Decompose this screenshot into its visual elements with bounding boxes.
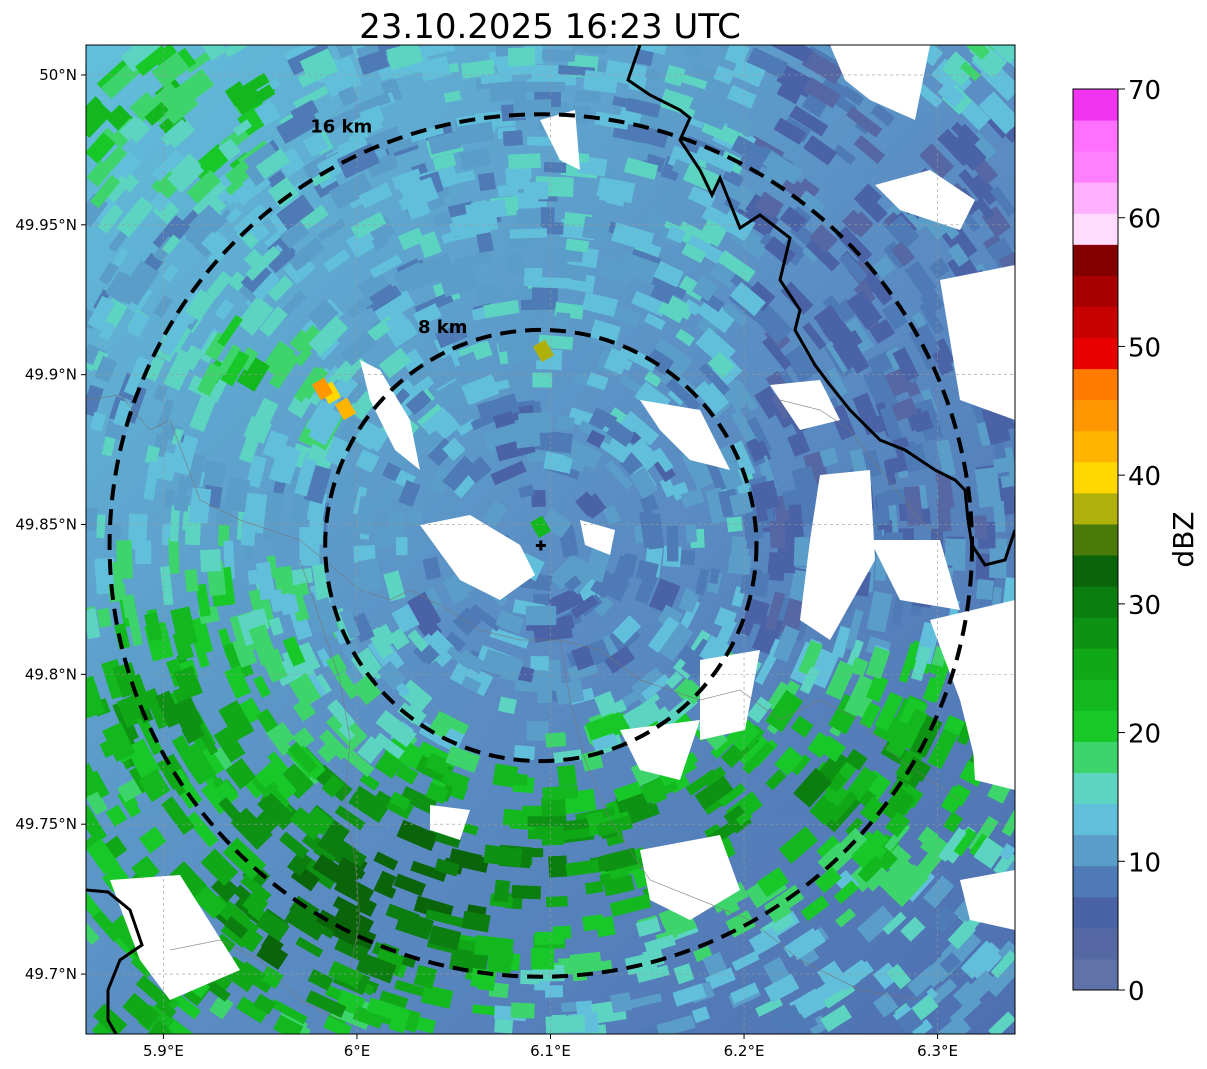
colorbar-bin [1073,182,1118,214]
colorbar-bin [1073,927,1118,960]
colorbar-tick-label: 70 [1128,76,1161,106]
range-rings: 8 km 16 km [107,112,975,979]
reflectivity-field [86,45,1015,1034]
colorbar-tick-label: 20 [1128,720,1161,750]
colorbar-bin [1073,306,1118,339]
longitude-tick-labels: 5.9°E 6°E 6.1°E 6.2°E 6.3°E [143,1034,958,1060]
lon-tick-label: 5.9°E [143,1042,184,1060]
lon-tick-label: 6°E [344,1042,371,1060]
colorbar-tick-label: 50 [1128,333,1161,363]
national-border-southwest [86,888,144,1034]
colorbar-bin [1073,337,1118,370]
map-gridlines [86,45,1015,1034]
colorbar-bin [1073,213,1118,245]
lat-tick-label: 49.9°N [25,366,77,384]
colorbar-bin [1073,430,1118,463]
map-panel [86,45,1015,1034]
radar-site-marker [535,540,546,551]
lon-tick-label: 6.1°E [530,1042,571,1060]
colorbar-bin [1073,555,1118,587]
colorbar-bin [1073,710,1118,742]
colorbar-bin [1073,523,1118,556]
national-border-east [626,45,1015,567]
lon-tick-label: 6.3°E [917,1042,958,1060]
colorbar-tick-label: 60 [1128,205,1161,235]
lat-tick-label: 49.7°N [25,965,77,983]
colorbar-bin [1073,120,1118,152]
lat-tick-label: 49.8°N [25,665,77,683]
colorbar-tick-label: 0 [1128,977,1145,1007]
colorbar-bin [1073,896,1118,929]
colorbar-bin [1073,399,1118,432]
border-lines [86,45,1015,1034]
map-title: 23.10.2025 16:23 UTC [359,7,741,47]
colorbar-bin [1073,151,1118,183]
colorbar-tick-label: 40 [1128,462,1161,492]
range-ring-label: 16 km [310,116,372,137]
colorbar-bin [1073,368,1118,401]
colorbar-bin [1073,586,1118,618]
colorbar-bin [1073,275,1118,307]
colorbar-tick-label: 10 [1128,848,1161,878]
colorbar-bin [1073,772,1118,805]
range-ring [323,327,759,764]
colorbar-bin [1073,492,1118,525]
colorbar-tick-label: 30 [1128,591,1161,621]
latitude-tick-labels: 50°N 49.95°N 49.9°N 49.85°N 49.8°N 49.75°N 49.… [15,66,86,983]
lat-tick-label: 49.75°N [15,815,77,833]
colorbar-bin [1073,89,1118,121]
no-echo-areas [110,45,1015,1000]
colorbar-bin [1073,741,1118,774]
lat-tick-label: 49.95°N [15,216,77,234]
lat-tick-label: 50°N [39,66,77,84]
range-ring [107,112,975,979]
colorbar-label: dBZ [1167,511,1200,567]
colorbar-bin [1073,865,1118,898]
colorbar-bin [1073,244,1118,276]
colorbar-bin [1073,617,1118,649]
district-boundaries [86,394,961,1021]
colorbar-frame [1072,88,1119,991]
colorbar-bin [1073,834,1118,867]
lat-tick-label: 49.85°N [15,516,77,534]
lon-tick-label: 6.2°E [724,1042,765,1060]
colorbar-bin [1073,803,1118,836]
range-ring-label: 8 km [418,317,468,338]
colorbar-bin [1073,648,1118,680]
colorbar: 0 10 20 30 40 50 60 70 dBZ [1072,76,1200,1007]
colorbar-bin [1073,461,1118,494]
colorbar-bin [1073,679,1118,711]
colorbar-bin [1073,958,1118,991]
